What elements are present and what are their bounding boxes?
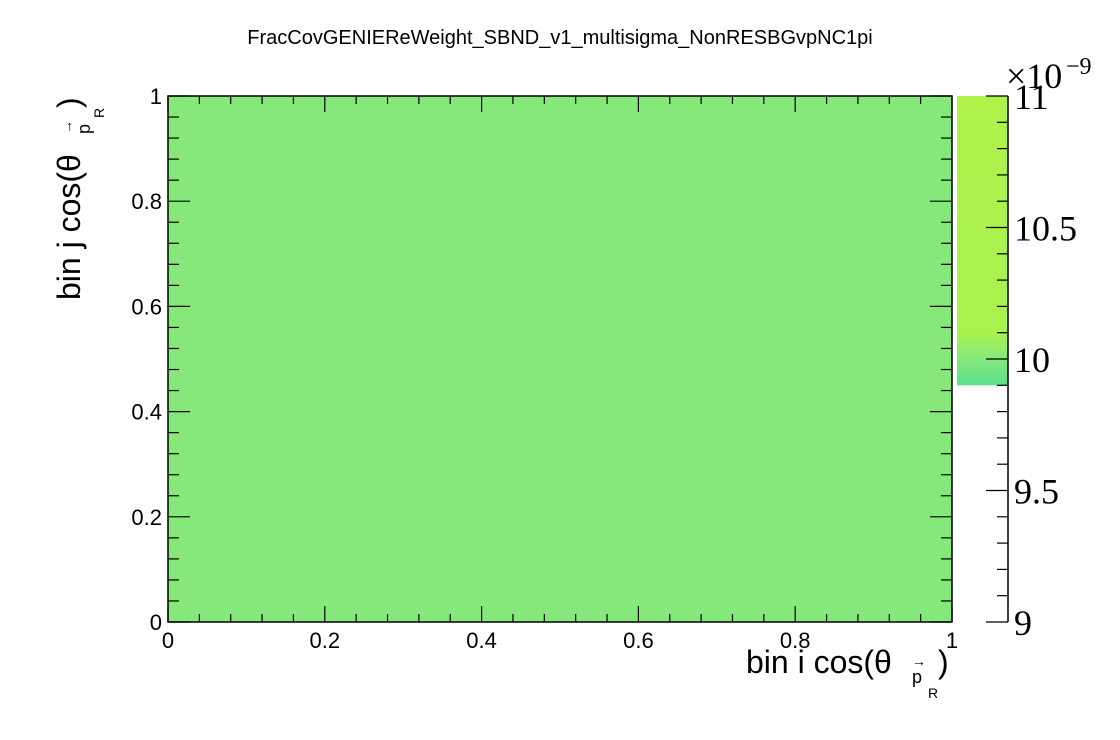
colorbar-tick-label: 10.5 [1014,209,1077,249]
x-tick-label: 0.8 [780,628,811,653]
y-axis-label: bin j cos(θ p → R ) [51,97,107,300]
x-tick-label: 0.6 [623,628,654,653]
x-axis-label-text: bin i cos(θ [746,644,892,680]
x-axis-label-vector-arrow: → [912,653,926,669]
colorbar-exponent: −9 [1066,54,1092,80]
x-axis-label: bin i cos(θ p → R ) [746,644,949,701]
colorbar-multiplier: ×10 [1006,56,1062,96]
x-axis-ticks: 0 0.2 0.4 0.6 0.8 1 [162,96,958,653]
x-axis-label-sub: p [912,667,922,687]
y-axis-label-subsub: R [91,108,107,118]
x-tick-label: 0 [162,628,174,653]
x-axis-label-subsub: R [928,685,938,701]
x-tick-label: 0.4 [466,628,497,653]
colorbar-tick-label: 10 [1014,340,1050,380]
colorbar-ticks: 9 9.5 10 10.5 11 [986,77,1077,643]
plot-frame [167,95,953,623]
y-axis-label-sub: p [74,124,94,134]
x-tick-label: 0.2 [310,628,341,653]
y-tick-label: 0.2 [131,505,162,530]
heatmap-cells [168,96,952,622]
y-tick-label: 0.8 [131,189,162,214]
colorbar: 9 9.5 10 10.5 11 ×10 −9 [957,54,1092,643]
y-tick-label: 0 [150,610,162,635]
colorbar-tick-label: 9.5 [1014,472,1059,512]
y-tick-label: 0.6 [131,294,162,319]
x-axis-label-close: ) [938,644,949,680]
colorbar-fill [957,96,1008,386]
x-tick-label: 1 [946,628,958,653]
heatmap-cell [168,96,952,622]
y-axis-ticks: 0 0.2 0.4 0.6 0.8 1 [131,84,952,635]
y-tick-label: 1 [150,84,162,109]
colorbar-tick-label: 11 [1014,77,1049,117]
y-tick-label: 0.4 [131,400,162,425]
y-axis-label-text: bin j cos(θ [51,154,87,300]
y-axis-label-close: ) [51,97,87,108]
colorbar-tick-label: 9 [1014,603,1032,643]
chart-title: FracCovGENIEReWeight_SBND_v1_multisigma_… [247,27,872,49]
y-axis-label-vector-arrow: → [59,120,75,134]
